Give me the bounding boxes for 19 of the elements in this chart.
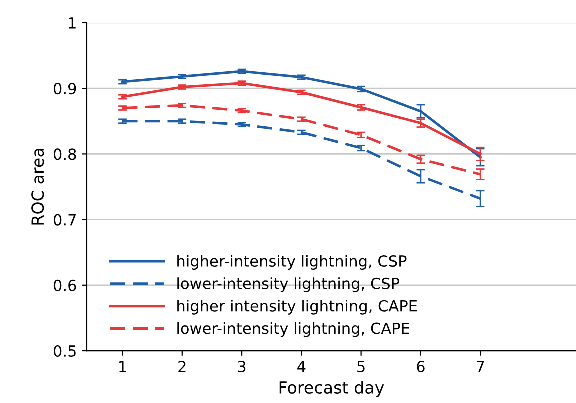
y-tick-label: 0.5: [54, 345, 76, 358]
y-tick-label: 0.6: [54, 280, 76, 292]
x-axis-title: Forecast day: [280, 381, 384, 398]
legend-label: higher intensity lightning, CAPE: [178, 300, 418, 315]
y-axis-title: ROC area: [32, 149, 44, 225]
x-tick-label: 7: [476, 361, 484, 372]
x-tick-label: 1: [120, 361, 126, 372]
y-tick-label: 1: [69, 18, 76, 29]
legend-label: lower-intensity lightning, CSP: [178, 278, 400, 292]
x-tick-label: 4: [298, 361, 306, 372]
x-tick-label: 5: [358, 361, 365, 373]
y-tick-label: 0.9: [54, 83, 76, 95]
y-tick-label: 0.7: [54, 214, 76, 226]
x-tick-label: 6: [417, 361, 425, 373]
x-tick-label: 2: [178, 361, 186, 372]
y-tick-label: 0.8: [54, 148, 76, 160]
legend-label: lower-intensity lightning, CAPE: [178, 322, 410, 338]
legend-label: higher-intensity lightning, CSP: [178, 255, 407, 270]
x-tick-label: 3: [238, 361, 246, 373]
